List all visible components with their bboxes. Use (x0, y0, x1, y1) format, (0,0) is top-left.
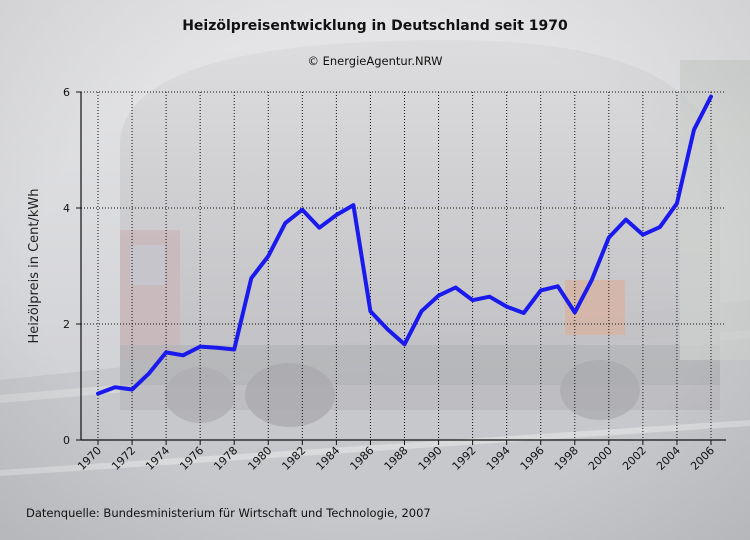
data-point (692, 128, 696, 132)
x-tick-label: 1974 (143, 444, 172, 473)
x-tick-label: 2006 (688, 444, 717, 473)
data-point (624, 217, 628, 221)
data-point (215, 346, 219, 350)
y-tick-label: 4 (63, 202, 70, 215)
data-point (334, 213, 338, 217)
data-point (641, 233, 645, 237)
x-tick-label: 2004 (654, 444, 683, 473)
data-point (419, 309, 423, 313)
data-point (249, 276, 253, 280)
data-point (487, 295, 491, 299)
data-point (266, 254, 270, 258)
y-tick-label: 6 (63, 86, 70, 99)
data-point (522, 311, 526, 315)
data-point (402, 342, 406, 346)
chart-title: Heizölpreisentwicklung in Deutschland se… (182, 18, 568, 34)
axes (80, 92, 726, 441)
x-tick-label: 1978 (211, 444, 240, 473)
data-point (590, 278, 594, 282)
data-point (675, 201, 679, 205)
chart-subtitle: © EnergieAgentur.NRW (307, 54, 442, 68)
grid (81, 91, 726, 440)
y-ticks: 0 2 4 6 (63, 86, 81, 447)
x-tick-label: 2002 (620, 444, 649, 473)
data-point (556, 284, 560, 288)
data-point (453, 285, 457, 289)
data-point (232, 347, 236, 351)
data-point (317, 226, 321, 230)
data-point (368, 309, 372, 313)
x-tick-label: 1992 (450, 444, 479, 473)
x-tick-label: 1990 (416, 444, 445, 473)
x-tick-label: 1982 (279, 444, 308, 473)
data-point (351, 203, 355, 207)
data-point (385, 327, 389, 331)
series-line (96, 94, 713, 396)
data-point (113, 385, 117, 389)
x-tick-label: 1984 (314, 444, 343, 473)
data-point (198, 344, 202, 348)
data-point (709, 94, 713, 98)
data-point (164, 350, 168, 354)
data-point (470, 298, 474, 302)
data-point (181, 353, 185, 357)
y-axis-label: Heizölpreis in Cent/kWh (27, 189, 42, 344)
x-tick-label: 1998 (552, 444, 581, 473)
data-point (96, 391, 100, 395)
x-tick-label: 1970 (75, 444, 104, 473)
data-point (436, 293, 440, 297)
x-tick-label: 1986 (348, 444, 377, 473)
x-ticks: 1970 1972 1974 1976 1978 1980 1982 1984 1986 1988… (75, 440, 717, 473)
y-tick-label: 2 (63, 318, 70, 331)
data-point (300, 208, 304, 212)
y-tick-label: 0 (63, 434, 70, 447)
data-point (130, 387, 134, 391)
data-point (505, 304, 509, 308)
x-tick-label: 1976 (177, 444, 206, 473)
x-tick-label: 2000 (586, 444, 615, 473)
x-tick-label: 1980 (245, 444, 274, 473)
data-point (283, 221, 287, 225)
x-tick-label: 1994 (484, 444, 513, 473)
data-point (147, 371, 151, 375)
x-tick-label: 1996 (518, 444, 547, 473)
data-point (573, 310, 577, 314)
data-point (658, 225, 662, 229)
data-point (539, 288, 543, 292)
x-tick-label: 1988 (382, 444, 411, 473)
data-point (607, 235, 611, 239)
x-tick-label: 1972 (109, 444, 138, 473)
data-source: Datenquelle: Bundesministerium für Wirts… (26, 506, 431, 520)
